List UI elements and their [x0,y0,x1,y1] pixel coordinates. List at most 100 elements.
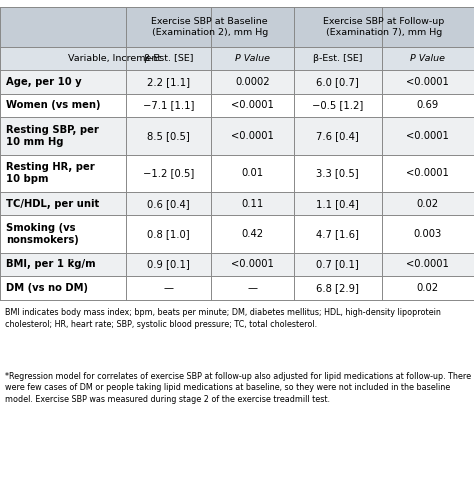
Text: 0.8 [1.0]: 0.8 [1.0] [147,229,190,239]
Text: P Value: P Value [235,54,270,63]
Text: P Value: P Value [410,54,445,63]
Text: TC/HDL, per unit: TC/HDL, per unit [6,199,99,208]
Bar [126,71,211,94]
Bar [126,154,211,192]
Text: 0.02: 0.02 [417,283,439,293]
Bar [294,117,382,154]
Text: β-Est. [SE]: β-Est. [SE] [144,54,193,63]
Bar [126,276,211,300]
Text: −0.5 [1.2]: −0.5 [1.2] [312,100,364,111]
Bar [0,253,126,276]
Bar [0,47,126,71]
Text: <0.0001: <0.0001 [406,260,449,269]
Text: 6.0 [0.7]: 6.0 [0.7] [316,77,359,87]
Bar [382,47,474,71]
Bar [211,71,294,94]
Text: 0.0002: 0.0002 [235,77,270,87]
Text: −7.1 [1.1]: −7.1 [1.1] [143,100,194,111]
Bar [0,276,126,300]
Text: 0.11: 0.11 [241,199,264,208]
Bar [211,253,294,276]
Bar [294,47,382,71]
Bar [0,71,126,94]
Text: 4.7 [1.6]: 4.7 [1.6] [316,229,359,239]
Text: Resting HR, per
10 bpm: Resting HR, per 10 bpm [6,162,94,185]
Text: 0.69: 0.69 [417,100,439,111]
Text: <0.0001: <0.0001 [231,260,274,269]
Bar [0,154,126,192]
Bar [382,215,474,253]
Bar [211,7,294,47]
Bar [0,215,126,253]
Bar [294,94,382,117]
Text: 2.2 [1.1]: 2.2 [1.1] [147,77,190,87]
Text: β-Est. [SE]: β-Est. [SE] [313,54,363,63]
Text: Exercise SBP at Baseline
(Examination 2), mm Hg: Exercise SBP at Baseline (Examination 2)… [151,17,268,37]
Bar [211,276,294,300]
Text: <0.0001: <0.0001 [406,77,449,87]
Bar [294,154,382,192]
Bar [294,276,382,300]
Bar [211,94,294,117]
Text: Smoking (vs
nonsmokers): Smoking (vs nonsmokers) [6,223,78,245]
Bar [0,192,126,215]
Text: <0.0001: <0.0001 [231,131,274,141]
Text: 8.5 [0.5]: 8.5 [0.5] [147,131,190,141]
Bar [382,253,474,276]
Bar [382,117,474,154]
Text: Variable, Increment: Variable, Increment [67,54,161,63]
Text: —: — [247,283,257,293]
Bar [126,94,211,117]
Bar [211,117,294,154]
Bar [382,7,474,47]
Bar [0,117,126,154]
Bar [294,253,382,276]
Text: 0.42: 0.42 [241,229,264,239]
Text: 0.7 [0.1]: 0.7 [0.1] [316,260,359,269]
Text: <0.0001: <0.0001 [406,169,449,178]
Bar [382,154,474,192]
Text: <0.0001: <0.0001 [231,100,274,111]
Bar [0,7,126,47]
Text: BMI indicates body mass index; bpm, beats per minute; DM, diabetes mellitus; HDL: BMI indicates body mass index; bpm, beat… [5,308,441,329]
Text: Resting SBP, per
10 mm Hg: Resting SBP, per 10 mm Hg [6,125,99,147]
Bar [294,215,382,253]
Text: 7.6 [0.4]: 7.6 [0.4] [316,131,359,141]
Bar [211,192,294,215]
Text: 0.02: 0.02 [417,199,439,208]
Bar [126,192,211,215]
Text: 0.003: 0.003 [414,229,442,239]
Text: Women (vs men): Women (vs men) [6,100,100,111]
Bar [382,71,474,94]
Text: −1.2 [0.5]: −1.2 [0.5] [143,169,194,178]
Text: 1.1 [0.4]: 1.1 [0.4] [316,199,359,208]
Bar [0,94,126,117]
Text: BMI, per 1 kg/m: BMI, per 1 kg/m [6,260,95,269]
Text: Exercise SBP at Follow-up
(Examination 7), mm Hg: Exercise SBP at Follow-up (Examination 7… [323,17,445,37]
Text: 6.8 [2.9]: 6.8 [2.9] [316,283,359,293]
Text: <0.0001: <0.0001 [406,131,449,141]
Text: 3.3 [0.5]: 3.3 [0.5] [317,169,359,178]
Text: DM (vs no DM): DM (vs no DM) [6,283,88,293]
Text: 2: 2 [70,259,73,263]
Bar [382,192,474,215]
Text: 0.6 [0.4]: 0.6 [0.4] [147,199,190,208]
Text: —: — [163,283,173,293]
Bar [211,215,294,253]
Text: 0.01: 0.01 [241,169,264,178]
Text: 0.9 [0.1]: 0.9 [0.1] [147,260,190,269]
Bar [211,154,294,192]
Bar [126,117,211,154]
Bar [126,215,211,253]
Bar [294,71,382,94]
Text: Age, per 10 y: Age, per 10 y [6,77,82,87]
Bar [126,253,211,276]
Bar [294,192,382,215]
Bar [126,47,211,71]
Bar [126,7,211,47]
Bar [211,47,294,71]
Bar [294,7,382,47]
Bar [382,276,474,300]
Text: *Regression model for correlates of exercise SBP at follow-up also adjusted for : *Regression model for correlates of exer… [5,372,471,404]
Bar [382,94,474,117]
